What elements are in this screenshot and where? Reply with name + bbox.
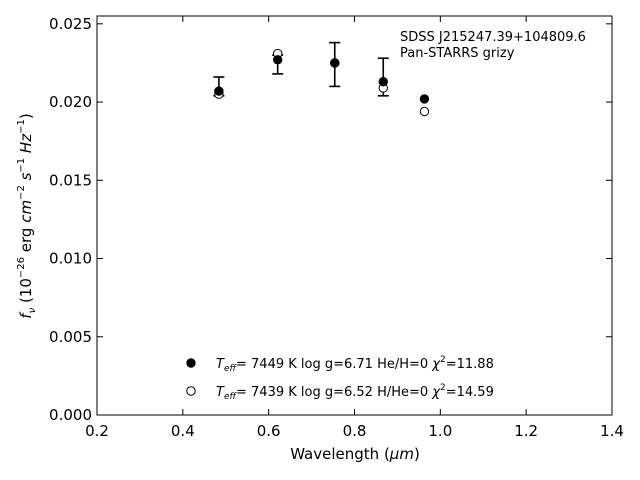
x-tick-label: 1.0: [428, 422, 452, 440]
legend-marker-open: [186, 386, 196, 396]
filled-circle-point: [378, 77, 388, 87]
annotation: SDSS J215247.39+104809.6 Pan-STARRS griz…: [400, 30, 586, 61]
annotation-line-1: SDSS J215247.39+104809.6: [400, 30, 586, 45]
filled-circle-point: [272, 55, 283, 65]
legend-label-2: Teff= 7439 K log g=6.52 H/He=0 χ2=14.59: [216, 383, 494, 402]
y-tick-label: 0.025: [49, 15, 92, 33]
x-axis-title: Wavelength (μm): [290, 445, 420, 463]
x-tick-label: 0.8: [343, 422, 367, 440]
y-tick-label: 0.015: [49, 171, 92, 189]
y-tick-label: 0.005: [49, 328, 92, 346]
x-tick-label: 1.4: [600, 422, 624, 440]
ticks: 0.2 0.4 0.6 0.8 1.0 1.2 1.4 0.000 0.005 0.010 0.01…: [49, 15, 624, 440]
legend: Teff= 7449 K log g=6.71 He/H=0 χ2=11.88 …: [186, 355, 494, 402]
y-tick-label: 0.010: [49, 250, 92, 268]
annotation-line-2: Pan-STARRS grizy: [400, 46, 515, 61]
x-tick-label: 0.2: [85, 422, 109, 440]
y-tick-label: 0.000: [49, 406, 92, 424]
legend-label-1: Teff= 7449 K log g=6.71 He/H=0 χ2=11.88: [216, 355, 494, 374]
legend-marker-filled: [186, 358, 196, 368]
plot-area: [96, 15, 613, 416]
x-tick-label: 0.6: [257, 422, 281, 440]
x-tick-label: 0.4: [171, 422, 195, 440]
filled-circle-point: [330, 58, 340, 68]
open-circle-point: [419, 106, 430, 117]
filled-circle-point: [419, 94, 430, 104]
markers: [214, 48, 430, 117]
x-tick-label: 1.2: [514, 422, 538, 440]
filled-circle-point: [214, 86, 224, 96]
y-axis-title: fν (10−26 erg cm−2 s−1 Hz−1): [16, 113, 38, 318]
y-tick-label: 0.020: [49, 93, 92, 111]
